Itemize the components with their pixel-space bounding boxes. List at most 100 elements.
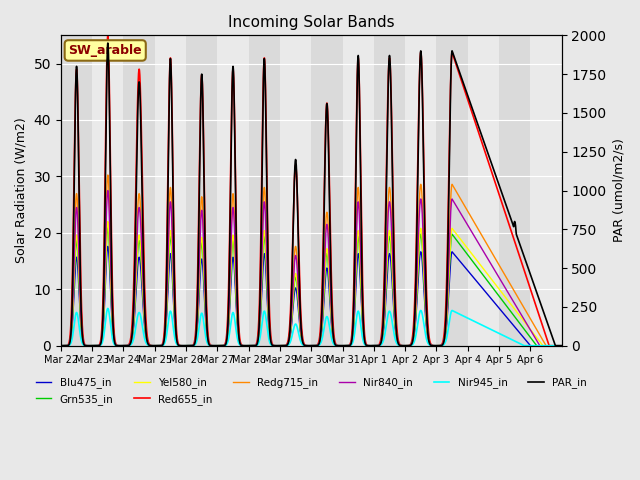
Yel580_in bbox=[375, 342, 383, 348]
Nir945_in bbox=[238, 343, 246, 348]
Redg715_in bbox=[238, 343, 246, 348]
Blu475_in bbox=[82, 343, 90, 348]
Bar bbox=[342, 36, 374, 346]
PAR_in bbox=[375, 343, 383, 348]
Nir840_in bbox=[455, 207, 463, 213]
Redg715_in bbox=[557, 343, 565, 348]
Redg715_in bbox=[82, 343, 90, 348]
Grn535_in bbox=[455, 240, 463, 246]
Line: Nir945_in: Nir945_in bbox=[61, 309, 561, 346]
Grn535_in bbox=[104, 225, 112, 230]
Line: Yel580_in: Yel580_in bbox=[61, 222, 561, 346]
Yel580_in bbox=[238, 343, 246, 348]
Grn535_in bbox=[375, 342, 383, 348]
Nir840_in bbox=[104, 188, 112, 193]
Text: SW_arable: SW_arable bbox=[68, 44, 142, 57]
PAR_in bbox=[428, 343, 436, 348]
Redg715_in bbox=[57, 343, 65, 348]
PAR_in bbox=[353, 78, 361, 84]
Redg715_in bbox=[375, 342, 383, 348]
Yel580_in bbox=[82, 343, 90, 348]
PAR_in bbox=[557, 343, 565, 348]
Y-axis label: PAR (umol/m2/s): PAR (umol/m2/s) bbox=[612, 139, 625, 242]
Bar bbox=[374, 36, 405, 346]
Nir840_in bbox=[428, 343, 436, 348]
Bar bbox=[124, 36, 155, 346]
Nir945_in bbox=[428, 343, 436, 348]
Red655_in bbox=[557, 343, 565, 348]
Nir840_in bbox=[557, 343, 565, 348]
Line: Grn535_in: Grn535_in bbox=[61, 228, 561, 346]
PAR_in bbox=[238, 343, 246, 348]
Line: PAR_in: PAR_in bbox=[61, 43, 561, 346]
Bar bbox=[280, 36, 311, 346]
Bar bbox=[468, 36, 499, 346]
Yel580_in bbox=[428, 343, 436, 348]
Nir840_in bbox=[57, 343, 65, 348]
Redg715_in bbox=[455, 193, 463, 199]
Red655_in bbox=[104, 33, 112, 38]
Bar bbox=[186, 36, 218, 346]
PAR_in bbox=[104, 40, 112, 46]
Nir945_in bbox=[353, 311, 361, 316]
Bar bbox=[218, 36, 249, 346]
Yel580_in bbox=[557, 343, 565, 348]
Red655_in bbox=[428, 342, 436, 348]
Grn535_in bbox=[57, 343, 65, 348]
Yel580_in bbox=[353, 236, 361, 242]
PAR_in bbox=[57, 343, 65, 348]
Redg715_in bbox=[428, 343, 436, 348]
Yel580_in bbox=[455, 234, 463, 240]
Red655_in bbox=[353, 76, 361, 82]
Title: Incoming Solar Bands: Incoming Solar Bands bbox=[228, 15, 395, 30]
Bar bbox=[61, 36, 92, 346]
Nir945_in bbox=[375, 343, 383, 348]
Blu475_in bbox=[353, 257, 361, 263]
Blu475_in bbox=[57, 343, 65, 348]
Nir840_in bbox=[238, 343, 246, 348]
Blu475_in bbox=[104, 243, 112, 249]
Yel580_in bbox=[104, 219, 112, 225]
Red655_in bbox=[375, 342, 383, 348]
Blu475_in bbox=[428, 343, 436, 348]
Nir945_in bbox=[557, 343, 565, 348]
Bar bbox=[311, 36, 342, 346]
Red655_in bbox=[455, 70, 463, 76]
Nir945_in bbox=[455, 311, 463, 317]
Nir840_in bbox=[375, 342, 383, 348]
PAR_in bbox=[82, 343, 90, 348]
Y-axis label: Solar Radiation (W/m2): Solar Radiation (W/m2) bbox=[15, 118, 28, 264]
Bar bbox=[92, 36, 124, 346]
Redg715_in bbox=[104, 172, 112, 178]
Bar bbox=[499, 36, 531, 346]
Yel580_in bbox=[57, 343, 65, 348]
Bar bbox=[531, 36, 561, 346]
Grn535_in bbox=[428, 343, 436, 348]
Line: Nir840_in: Nir840_in bbox=[61, 191, 561, 346]
Red655_in bbox=[57, 343, 65, 348]
Line: Redg715_in: Redg715_in bbox=[61, 175, 561, 346]
Blu475_in bbox=[557, 343, 565, 348]
Nir840_in bbox=[353, 209, 361, 215]
Nir945_in bbox=[104, 306, 112, 312]
Nir945_in bbox=[57, 343, 65, 348]
Bar bbox=[436, 36, 468, 346]
Red655_in bbox=[238, 343, 246, 348]
Blu475_in bbox=[455, 257, 463, 263]
Grn535_in bbox=[353, 241, 361, 247]
Line: Red655_in: Red655_in bbox=[61, 36, 561, 346]
Blu475_in bbox=[375, 342, 383, 348]
Blu475_in bbox=[238, 343, 246, 348]
Grn535_in bbox=[238, 343, 246, 348]
Nir840_in bbox=[82, 343, 90, 348]
Grn535_in bbox=[82, 343, 90, 348]
Red655_in bbox=[82, 343, 90, 348]
Bar bbox=[405, 36, 436, 346]
Redg715_in bbox=[353, 196, 361, 202]
Bar bbox=[155, 36, 186, 346]
Legend: Blu475_in, Grn535_in, Yel580_in, Red655_in, Redg715_in, Nir840_in, Nir945_in, PA: Blu475_in, Grn535_in, Yel580_in, Red655_… bbox=[31, 373, 591, 409]
Grn535_in bbox=[557, 343, 565, 348]
Line: Blu475_in: Blu475_in bbox=[61, 246, 561, 346]
PAR_in bbox=[455, 67, 463, 73]
Nir945_in bbox=[82, 343, 90, 348]
